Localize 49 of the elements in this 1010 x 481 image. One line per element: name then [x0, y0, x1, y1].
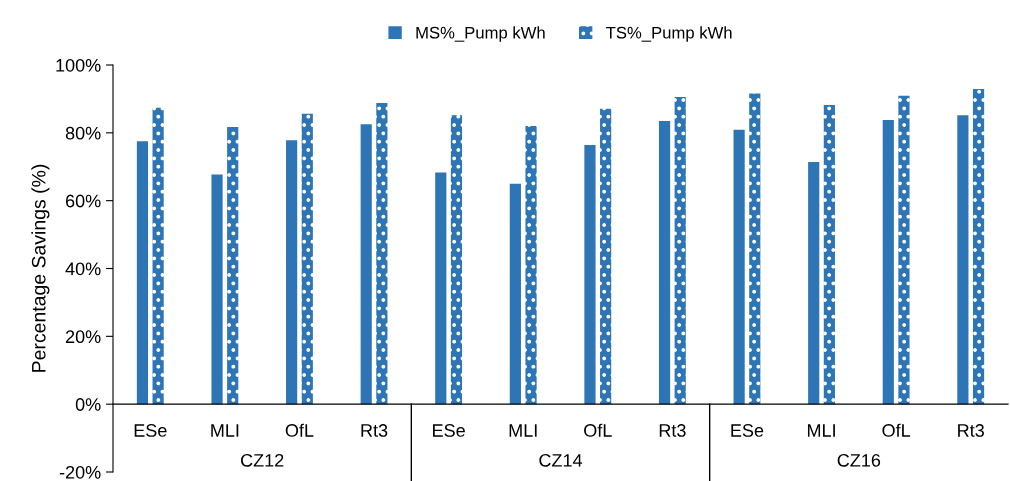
legend-label: MS%_Pump kWh	[416, 26, 545, 42]
bar	[152, 107, 164, 405]
bar	[733, 129, 745, 405]
annotation: CZ12	[241, 453, 284, 467]
x-tick-label: OfL	[285, 423, 314, 437]
y-tick-label: 20%	[65, 330, 101, 344]
bar	[376, 102, 388, 405]
y-tick-label: 80%	[65, 126, 101, 140]
bar	[136, 141, 149, 405]
x-tick-label: OfL	[882, 423, 911, 437]
bar	[450, 115, 463, 405]
bar	[972, 89, 985, 405]
bar	[600, 108, 612, 405]
x-tick-label: ESe	[731, 424, 764, 437]
bar	[509, 183, 521, 405]
bar	[808, 162, 820, 405]
bar	[957, 115, 969, 405]
bar	[227, 127, 239, 405]
bar	[898, 95, 910, 405]
y-tick-label: 100%	[56, 58, 101, 72]
bar	[749, 93, 761, 405]
bar	[525, 126, 537, 405]
x-tick-label: ESe	[134, 424, 167, 437]
bar	[211, 174, 223, 405]
annotation: CZ16	[837, 453, 881, 467]
bar	[360, 124, 372, 405]
bar	[882, 119, 894, 405]
y-tick-label: 60%	[65, 194, 101, 208]
y-tick-label: -20%	[59, 465, 101, 479]
x-tick-label: MLI	[807, 424, 835, 437]
x-tick-label: Rt3	[659, 424, 686, 437]
x-tick-label: Rt3	[958, 424, 984, 437]
bar	[435, 172, 447, 405]
legend-label: TS%_Pump kWh	[606, 26, 732, 42]
annotation: CZ14	[539, 453, 583, 467]
x-tick-label: MLI	[509, 424, 537, 437]
y-axis-title: Percentage Savings (%)	[31, 164, 50, 372]
y-tick-label: 0%	[75, 398, 101, 411]
bar	[658, 120, 671, 405]
bar	[301, 113, 313, 405]
x-tick-label: ESe	[433, 424, 465, 437]
x-tick-label: MLI	[211, 424, 239, 437]
x-tick-label: Rt3	[361, 424, 388, 437]
bar	[584, 145, 596, 405]
bar	[674, 96, 686, 405]
x-tick-label: OfL	[584, 423, 612, 437]
y-tick-label: 40%	[65, 262, 101, 276]
bar	[823, 105, 835, 405]
bar	[286, 140, 298, 405]
